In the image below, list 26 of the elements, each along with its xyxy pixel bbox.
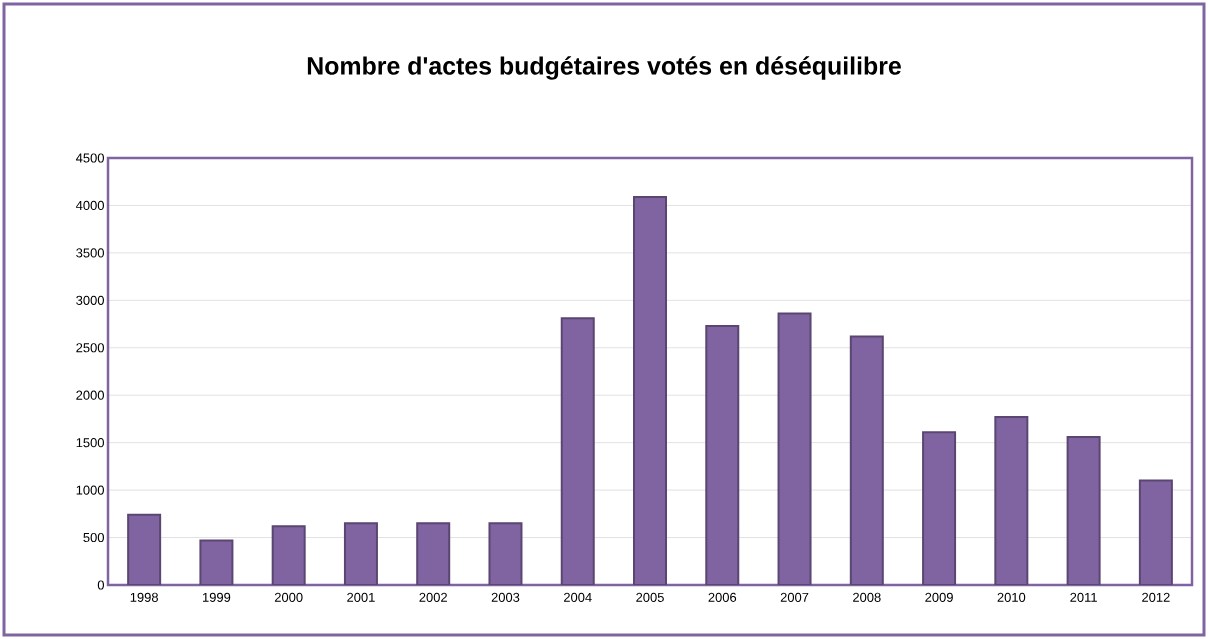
x-tick-label: 2004 <box>563 592 592 602</box>
x-tick-label: 2005 <box>636 592 664 602</box>
x-tick-label: 2007 <box>780 592 809 602</box>
x-tick-label: 2006 <box>708 592 737 602</box>
y-tick-label: 1000 <box>76 485 104 495</box>
x-tick-label: 2008 <box>853 592 881 602</box>
y-tick-label: 1500 <box>76 438 104 448</box>
chart-title: Nombre d'actes budgétaires votés en déséquilibre <box>307 56 901 80</box>
x-tick-label: 2010 <box>997 592 1026 602</box>
y-tick-label: 3500 <box>76 248 104 258</box>
x-tick-label: 2009 <box>925 592 953 602</box>
x-tick-label: 2003 <box>491 592 520 602</box>
x-tick-label: 2011 <box>1070 592 1097 602</box>
y-tick-label: 3000 <box>76 295 104 305</box>
x-tick-label: 2002 <box>419 592 447 602</box>
y-tick-label: 500 <box>83 532 104 543</box>
y-tick-label: 2500 <box>76 343 104 353</box>
x-tick-label: 2000 <box>274 592 303 602</box>
y-tick-label: 4500 <box>75 153 104 163</box>
x-tick-label: 2001 <box>347 592 375 602</box>
y-tick-label: 0 <box>97 580 104 590</box>
x-tick-label: 2012 <box>1142 592 1170 602</box>
y-tick-label: 2000 <box>76 390 104 400</box>
x-tick-label: 1999 <box>202 592 231 602</box>
y-tick-label: 4000 <box>75 200 104 211</box>
x-tick-label: 1998 <box>130 592 158 602</box>
